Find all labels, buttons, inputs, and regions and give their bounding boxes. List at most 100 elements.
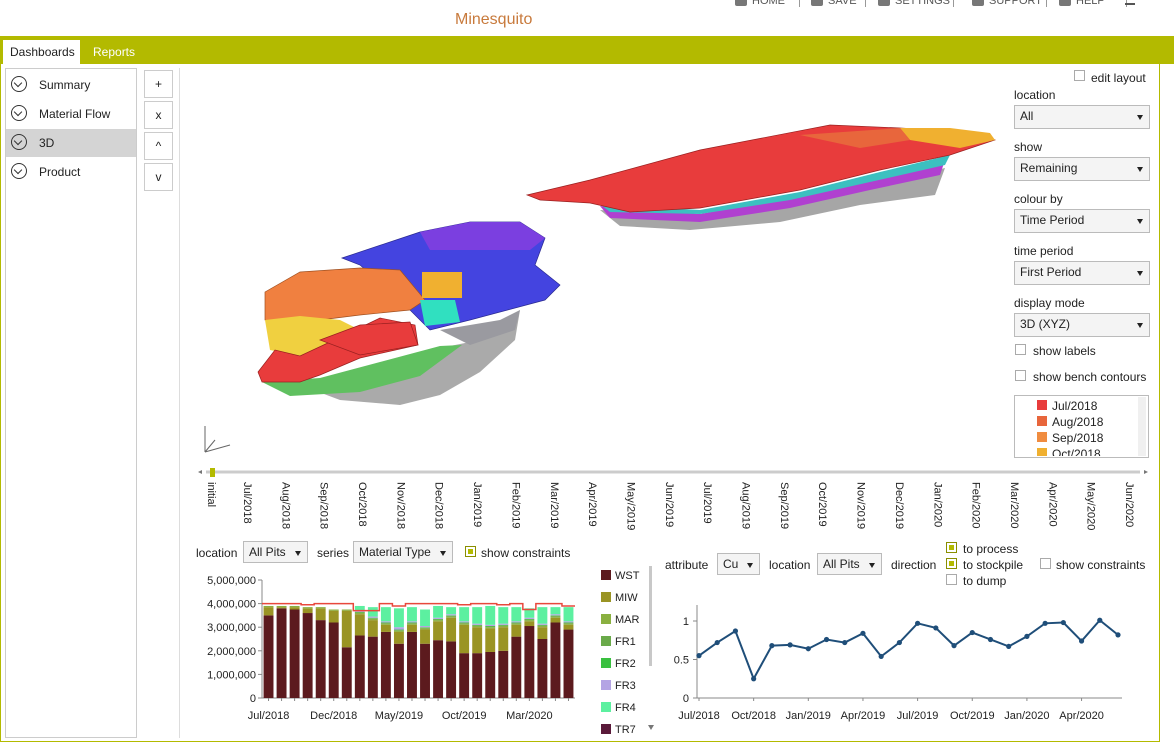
- bar-segment: [367, 616, 378, 618]
- axis-gizmo: [204, 444, 231, 453]
- timeline-label: Dec/2019: [893, 482, 905, 529]
- bar-segment: [459, 622, 470, 624]
- bar-segment: [276, 608, 287, 698]
- nav-icon: [878, 0, 890, 6]
- tool-button[interactable]: v: [144, 163, 173, 191]
- legend-label: WST: [615, 570, 640, 582]
- bar-segment: [511, 636, 522, 698]
- checkbox[interactable]: [1040, 558, 1051, 569]
- axis-gizmo: [204, 439, 216, 453]
- bar-segment: [302, 608, 313, 614]
- bar-segment: [380, 631, 391, 698]
- y-tick-label: 4,000,000: [207, 599, 256, 611]
- legend-box: [1014, 395, 1149, 458]
- bar-segment: [393, 608, 404, 628]
- point: [915, 620, 921, 626]
- nav-icon: [735, 0, 747, 6]
- bar-segment: [354, 613, 365, 615]
- bar-segment: [289, 605, 300, 608]
- timeline-label: Jun/2020: [1123, 482, 1135, 527]
- timeline-thumb[interactable]: [210, 468, 215, 477]
- x-tick-label: Oct/2019: [950, 710, 995, 722]
- point: [987, 636, 994, 643]
- bar-segment: [485, 651, 496, 698]
- bar-segment: [524, 608, 535, 618]
- checkbox[interactable]: [1074, 70, 1085, 81]
- scroll-arrow: [648, 725, 654, 730]
- checkbox-label: show labels: [1033, 344, 1096, 358]
- nav-item[interactable]: SETTINGS: [895, 0, 951, 7]
- dropdown[interactable]: 3D (XYZ): [1014, 313, 1150, 337]
- checkbox[interactable]: [1015, 344, 1026, 355]
- pit-strata: [440, 310, 520, 345]
- bar-segment: [550, 614, 561, 616]
- timeline-label: initial: [205, 482, 217, 507]
- checkbox[interactable]: [946, 574, 957, 585]
- tab[interactable]: Reports: [93, 45, 136, 59]
- checkbox-label: show constraints: [1056, 558, 1146, 572]
- window-button[interactable]: [1125, 3, 1135, 5]
- bar-segment: [341, 609, 352, 611]
- checkbox[interactable]: [465, 546, 476, 557]
- x-tick-label: Apr/2019: [841, 710, 886, 722]
- dropdown[interactable]: Material Type: [353, 541, 453, 563]
- dropdown[interactable]: Remaining: [1014, 157, 1150, 181]
- bar-segment: [420, 627, 430, 629]
- bar-segment: [393, 630, 404, 631]
- nav-item[interactable]: SAVE: [828, 0, 857, 7]
- bar-segment: [393, 627, 404, 630]
- checkbox-label: to stockpile: [963, 558, 1024, 572]
- bar-segment: [380, 607, 391, 622]
- checkbox[interactable]: [946, 558, 957, 569]
- legend-swatch: [1037, 432, 1047, 442]
- bar-segment: [407, 607, 417, 622]
- x-tick-label: Oct/2019: [442, 710, 487, 722]
- bar-segment: [537, 607, 548, 624]
- timeline-label: Mar/2019: [548, 482, 560, 528]
- tool-button[interactable]: x: [144, 101, 173, 129]
- field-label: show: [1014, 140, 1043, 154]
- control-label: direction: [891, 558, 937, 572]
- tab[interactable]: Dashboards: [10, 45, 75, 59]
- timeline-label: May/2019: [624, 482, 636, 530]
- bar-segment: [511, 607, 522, 622]
- nav-item[interactable]: SUPPORT: [989, 0, 1042, 7]
- dropdown[interactable]: All Pits: [243, 541, 308, 563]
- point: [751, 676, 757, 682]
- tab-bar: [0, 36, 1174, 64]
- bar-segment: [315, 620, 326, 698]
- dropdown[interactable]: All: [1014, 105, 1150, 129]
- sidebar-item[interactable]: 3D: [39, 136, 55, 150]
- sidebar-item[interactable]: Summary: [39, 78, 91, 92]
- timeline-label: Jul/2019: [701, 482, 713, 524]
- bar-segment: [550, 607, 561, 615]
- checkbox[interactable]: [1015, 370, 1026, 381]
- dropdown[interactable]: All Pits: [817, 553, 882, 575]
- nav-icon: [1059, 0, 1071, 6]
- tool-button[interactable]: ^: [144, 132, 173, 160]
- x-tick-label: Mar/2020: [506, 710, 552, 722]
- bar-segment: [485, 624, 496, 627]
- timeline-label: Jun/2019: [663, 482, 675, 527]
- nav-item[interactable]: HELP: [1076, 0, 1105, 7]
- pit-strata: [262, 345, 462, 396]
- control-label: attribute: [665, 558, 709, 572]
- timeline-label: Apr/2020: [1046, 482, 1058, 527]
- sidebar-item[interactable]: Material Flow: [39, 107, 111, 121]
- bar-segment: [380, 621, 391, 623]
- bar-segment: [420, 643, 430, 698]
- bar-segment: [563, 622, 574, 624]
- dropdown[interactable]: Cu: [717, 553, 760, 575]
- nav-item[interactable]: HOME: [752, 0, 785, 7]
- tool-button[interactable]: +: [144, 70, 173, 98]
- point: [714, 639, 720, 646]
- dropdown[interactable]: First Period: [1014, 261, 1150, 285]
- sidebar-item[interactable]: Product: [39, 165, 81, 179]
- checkbox[interactable]: [946, 542, 957, 553]
- bar-segment: [563, 607, 574, 622]
- bar-segment: [550, 615, 561, 617]
- bar-segment: [354, 605, 365, 611]
- pit-strata: [600, 168, 945, 230]
- dropdown[interactable]: Time Period: [1014, 209, 1150, 233]
- bar-segment: [433, 605, 444, 618]
